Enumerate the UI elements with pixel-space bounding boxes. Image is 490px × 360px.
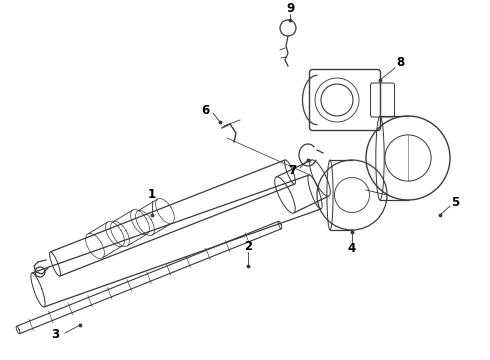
Text: 2: 2	[244, 239, 252, 252]
Text: 3: 3	[51, 328, 59, 342]
Text: 9: 9	[286, 1, 294, 14]
Text: 5: 5	[451, 195, 459, 208]
Text: 4: 4	[348, 242, 356, 255]
Text: 7: 7	[288, 163, 296, 176]
Text: 1: 1	[148, 189, 156, 202]
Text: 8: 8	[396, 55, 404, 68]
Text: 6: 6	[201, 104, 209, 117]
